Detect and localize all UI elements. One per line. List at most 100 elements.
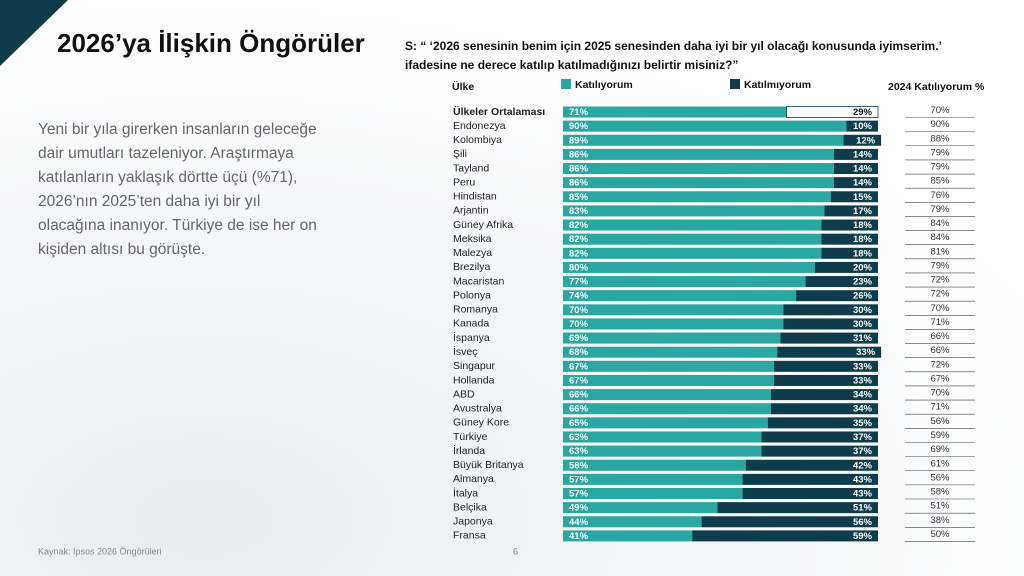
bar-segment [761, 445, 878, 457]
bar-segment [833, 177, 878, 189]
bar-segment [563, 516, 702, 528]
data-label: 34% [853, 404, 873, 415]
previous-value: 70% [930, 388, 950, 399]
previous-value: 81% [930, 246, 950, 257]
data-label: 34% [853, 390, 873, 401]
data-label: 82% [569, 220, 589, 231]
data-label: 37% [853, 432, 873, 443]
data-label: 30% [853, 305, 873, 316]
category-label: Polonya [453, 289, 491, 301]
previous-value: 58% [930, 487, 950, 498]
bar-segment [563, 177, 834, 189]
bar-segment [563, 473, 743, 485]
category-label: Güney Afrika [453, 219, 513, 231]
bar-segment [717, 502, 878, 514]
category-label: Güney Kore [453, 417, 509, 429]
bar-segment [563, 346, 778, 358]
previous-value: 66% [930, 345, 950, 356]
bar-segment [833, 148, 878, 160]
bar-segment [563, 389, 771, 401]
data-label: 18% [853, 248, 873, 259]
bar-segment [563, 276, 806, 288]
data-label: 65% [569, 418, 589, 429]
bar-segment [777, 346, 882, 358]
category-label: Türkiye [453, 431, 488, 443]
data-label: 43% [853, 489, 873, 500]
column-header: 2024 Katılıyorum % [888, 81, 985, 93]
bar-segment [770, 403, 878, 415]
data-label: 63% [569, 446, 589, 457]
bar-segment [563, 233, 822, 245]
bar-segment [701, 516, 878, 528]
data-label: 31% [853, 333, 873, 344]
bar-segment [563, 290, 797, 302]
bar-segment [774, 374, 878, 386]
bar-segment [780, 332, 878, 344]
bar-segment [830, 191, 878, 203]
data-label: 42% [853, 460, 873, 471]
previous-value: 72% [930, 275, 950, 286]
bar-segment [563, 106, 787, 118]
category-label: Hollanda [453, 374, 495, 386]
previous-value: 56% [930, 472, 950, 483]
bar-segment [563, 403, 771, 415]
category-label: İrlanda [453, 444, 485, 457]
previous-value: 38% [930, 515, 950, 526]
bar-segment [821, 219, 878, 231]
bar-segment [563, 431, 762, 443]
category-label: Belçika [453, 501, 487, 513]
data-label: 82% [569, 248, 589, 259]
category-label: Ülkeler Ortalaması [453, 105, 545, 118]
previous-value: 79% [930, 260, 950, 271]
bar-segment [843, 134, 882, 146]
previous-value: 72% [930, 289, 950, 300]
data-label: 51% [853, 503, 873, 514]
data-label: 33% [853, 375, 873, 386]
category-label: İtalya [453, 486, 478, 499]
data-label: 68% [569, 347, 589, 358]
bar-segment [821, 247, 878, 259]
data-label: 63% [569, 432, 589, 443]
bar-segment [563, 247, 822, 259]
bar-segment [761, 431, 878, 443]
previous-value: 67% [930, 373, 950, 384]
bar-segment [821, 233, 878, 245]
category-label: Hindistan [453, 191, 497, 203]
data-label: 18% [853, 234, 873, 245]
page-number: 6 [513, 546, 518, 556]
data-label: 33% [853, 361, 873, 372]
category-label: Macaristan [453, 275, 505, 287]
data-label: 82% [569, 234, 589, 245]
previous-value: 85% [930, 176, 950, 187]
previous-value: 84% [930, 218, 950, 229]
category-label: İspanya [453, 331, 490, 344]
legend-swatch [730, 79, 740, 89]
bar-segment [563, 530, 693, 542]
bar-segment [563, 163, 834, 175]
previous-value: 59% [930, 430, 950, 441]
previous-value: 66% [930, 331, 950, 342]
bar-segment [783, 318, 878, 330]
previous-value: 88% [930, 133, 950, 144]
data-label: 29% [853, 107, 873, 118]
data-label: 17% [853, 206, 873, 217]
category-label: Arjantin [453, 205, 489, 217]
body-line: dair umutları tazeleniyor. Araştırmaya [38, 145, 294, 162]
category-label: Almanya [453, 473, 494, 485]
data-label: 77% [569, 277, 589, 288]
bar-segment [563, 148, 834, 160]
bar-segment [563, 374, 775, 386]
bar-segment [563, 360, 775, 372]
corner-decoration [0, 0, 68, 66]
category-label: Kanada [453, 318, 489, 330]
legend-swatch [561, 79, 571, 89]
data-label: 71% [569, 107, 589, 118]
bar-segment [563, 219, 822, 231]
bar-segment [563, 304, 784, 316]
category-label: Kolombiya [453, 134, 502, 146]
body-line: 2026’nın 2025’ten daha iyi bir yıl [38, 193, 260, 210]
data-label: 57% [569, 489, 589, 500]
previous-value: 76% [930, 190, 950, 201]
data-label: 67% [569, 361, 589, 372]
